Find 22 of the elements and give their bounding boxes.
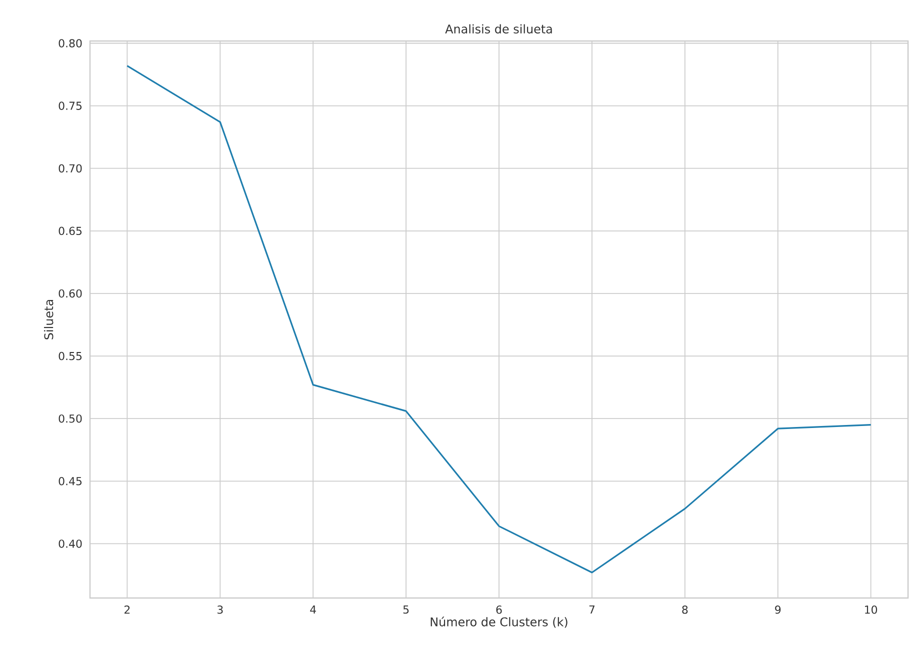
x-tick-label: 7 [589,606,595,614]
x-tick-label: 2 [124,606,130,614]
x-tick-label: 10 [865,606,878,614]
x-axis-title: Número de Clusters (k) [430,616,568,628]
y-tick-label: 0.45 [58,477,82,486]
x-tick-label: 8 [682,606,688,614]
line-series [126,64,872,574]
y-tick-label: 0.80 [58,39,82,48]
y-tick-label: 0.75 [58,102,82,110]
y-tick-label: 0.50 [58,414,82,423]
y-tick-label: 0.60 [58,289,82,298]
chart-title: Analisis de silueta [445,24,552,34]
y-tick-label: 0.40 [58,540,82,548]
x-tick-label: 9 [775,606,781,614]
x-tick-label: 4 [310,606,316,614]
y-tick-label: 0.70 [58,164,82,173]
x-tick-label: 3 [217,606,223,614]
x-tick-label: 6 [496,606,502,614]
y-axis-title: Silueta [44,300,54,340]
y-tick-label: 0.55 [58,352,82,360]
y-tick-label: 0.65 [58,226,82,236]
x-tick-label: 5 [403,606,409,614]
